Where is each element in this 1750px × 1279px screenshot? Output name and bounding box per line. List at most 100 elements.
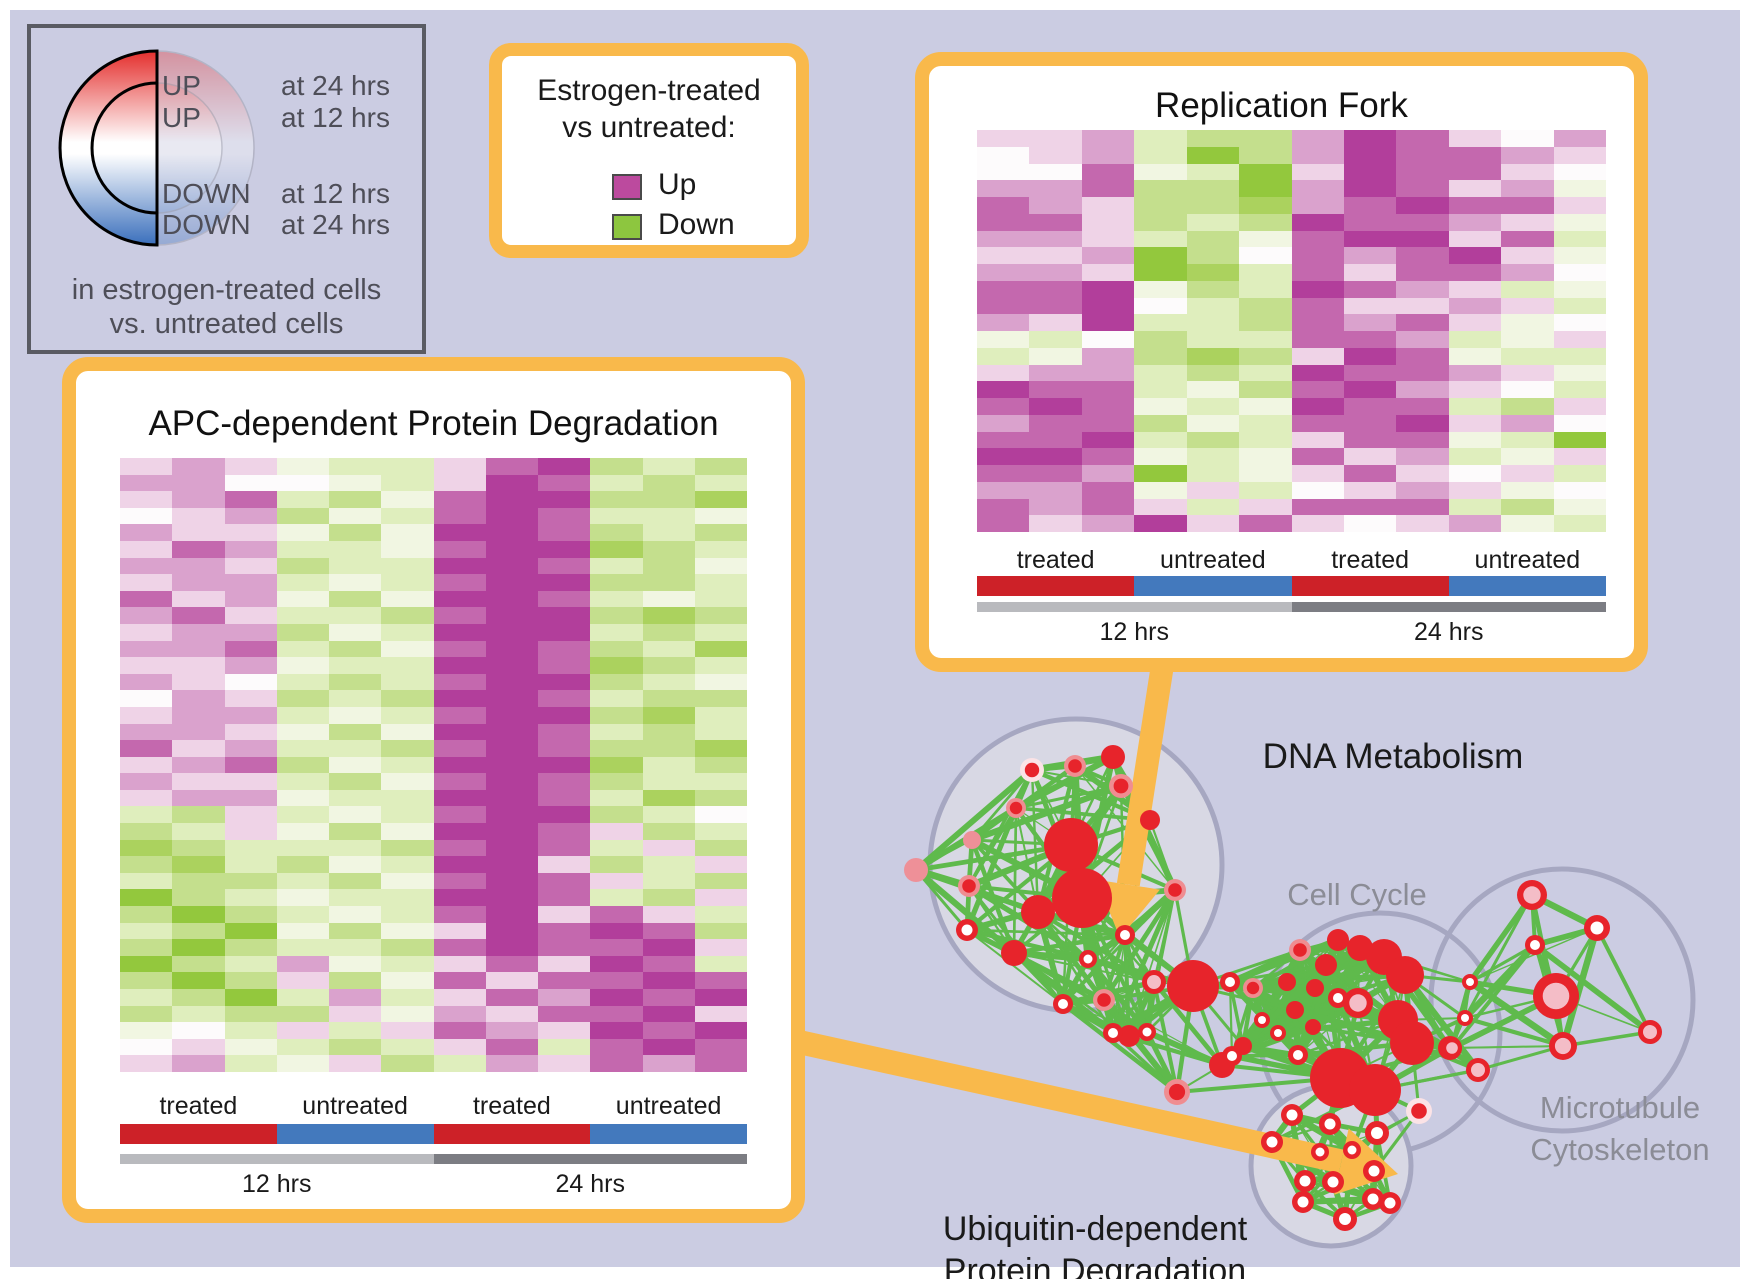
gene-node-core xyxy=(1113,778,1129,794)
heatmap-cell xyxy=(276,839,329,857)
heatmap-cell xyxy=(977,381,1030,398)
heatmap-cell xyxy=(120,789,173,807)
heatmap-cell xyxy=(538,756,591,774)
heatmap-cell xyxy=(977,364,1030,382)
heatmap-cell xyxy=(1239,448,1292,465)
heatmap-cell xyxy=(381,989,434,1006)
heatmap-cell xyxy=(1081,481,1135,499)
heatmap-cell xyxy=(694,557,747,575)
heatmap-cell xyxy=(485,1055,538,1072)
gene-node-core xyxy=(1542,982,1570,1010)
heatmap-cell xyxy=(224,474,277,492)
ring-legend-dir-3: DOWN xyxy=(162,209,251,240)
heatmap-cell xyxy=(276,590,329,608)
heatmap-cell xyxy=(977,331,1030,348)
heatmap-cell xyxy=(1134,264,1187,281)
heatmap-cell xyxy=(1501,297,1554,315)
heatmap-cell xyxy=(172,706,225,724)
heatmap-cell xyxy=(381,1038,434,1056)
heatmap-cell xyxy=(120,922,173,940)
heatmap-cell xyxy=(590,491,643,508)
heatmap-cell xyxy=(1501,280,1554,298)
heatmap-cell xyxy=(120,972,173,990)
heatmap-cell xyxy=(172,872,225,890)
heatmap-cell xyxy=(224,756,277,774)
heatmap-cell xyxy=(1186,280,1240,298)
heatmap-cell xyxy=(329,607,382,624)
heatmap-cell xyxy=(1501,180,1554,197)
heatmap-cell xyxy=(590,1055,643,1072)
heatmap-cell xyxy=(433,507,486,525)
heatmap-cell xyxy=(329,640,382,658)
gene-node-core xyxy=(1347,1145,1357,1155)
heatmap-cell xyxy=(329,939,382,956)
heatmap-cell xyxy=(485,740,538,757)
gene-node xyxy=(1347,935,1373,961)
heatmap-cell xyxy=(1134,314,1187,331)
heatmap-cell xyxy=(381,557,434,575)
network-edge xyxy=(1228,936,1340,986)
gene-node-core xyxy=(1108,1028,1118,1038)
heatmap-cell xyxy=(224,524,277,541)
heatmap-cell xyxy=(224,590,277,608)
heatmap-cell xyxy=(381,823,434,840)
heatmap-cell xyxy=(977,398,1030,415)
gene-node xyxy=(1286,1001,1304,1019)
heatmap-cell xyxy=(433,789,486,807)
heatmap-cell xyxy=(1029,280,1082,298)
heatmap-cell xyxy=(590,972,643,990)
heatmap-cell xyxy=(1553,347,1606,365)
heatmap-cell xyxy=(694,590,747,608)
heatmap-cell xyxy=(276,856,329,873)
heatmap-cell xyxy=(433,1022,486,1039)
heatmap-cell xyxy=(276,690,329,707)
heatmap-cell xyxy=(694,458,747,475)
heatmap-cell xyxy=(590,922,643,940)
heatmap-cell xyxy=(538,955,591,973)
heatmap-cell xyxy=(120,557,173,575)
heatmap-cell xyxy=(1081,130,1135,147)
heatmap-cell xyxy=(1553,213,1606,231)
heatmap-cell xyxy=(329,823,382,840)
heatmap-cell xyxy=(590,623,643,641)
rf-group-bar xyxy=(977,576,1135,596)
network-edge xyxy=(1112,934,1126,1034)
heatmap-cell xyxy=(1501,347,1554,365)
apc-heatmap xyxy=(120,458,747,1072)
heatmap-cell xyxy=(1343,364,1397,382)
heatmap-cell xyxy=(485,607,538,624)
heatmap-cell xyxy=(224,574,277,591)
heatmap-cell xyxy=(1081,398,1135,415)
heatmap-cell xyxy=(1448,331,1502,348)
heatmap-cell xyxy=(172,474,225,492)
heatmap-cell xyxy=(1396,314,1449,331)
heatmap-cell xyxy=(694,491,747,508)
heatmap-cell xyxy=(1134,515,1187,532)
heatmap-cell xyxy=(120,839,173,857)
heatmap-cell xyxy=(329,706,382,724)
heatmap-cell xyxy=(329,906,382,923)
heatmap-cell xyxy=(977,197,1030,214)
heatmap-cell xyxy=(590,789,643,807)
heatmap-cell xyxy=(1291,163,1344,181)
heatmap-cell xyxy=(1291,297,1344,315)
heatmap-cell xyxy=(1343,264,1397,281)
heatmap-cell xyxy=(1396,465,1449,482)
callout-arrow-shaft-0 xyxy=(1116,634,1179,887)
heatmap-cell xyxy=(485,939,538,956)
heatmap-cell xyxy=(642,806,695,824)
gene-node-core xyxy=(1120,930,1130,940)
ring-legend-box: UP at 24 hrs UP at 12 hrs DOWN at 12 hrs… xyxy=(27,24,426,354)
heatmap-cell xyxy=(1239,297,1292,315)
heatmap-cell xyxy=(1291,247,1344,264)
heatmap-cell xyxy=(381,524,434,541)
heatmap-cell xyxy=(1291,364,1344,382)
heatmap-cell xyxy=(538,574,591,591)
heatmap-cell xyxy=(1343,230,1397,248)
heatmap-cell xyxy=(590,690,643,707)
heatmap-cell xyxy=(1291,465,1344,482)
heatmap-cell xyxy=(590,889,643,907)
heatmap-cell xyxy=(694,1038,747,1056)
heatmap-cell xyxy=(538,723,591,741)
heatmap-cell xyxy=(172,1022,225,1039)
